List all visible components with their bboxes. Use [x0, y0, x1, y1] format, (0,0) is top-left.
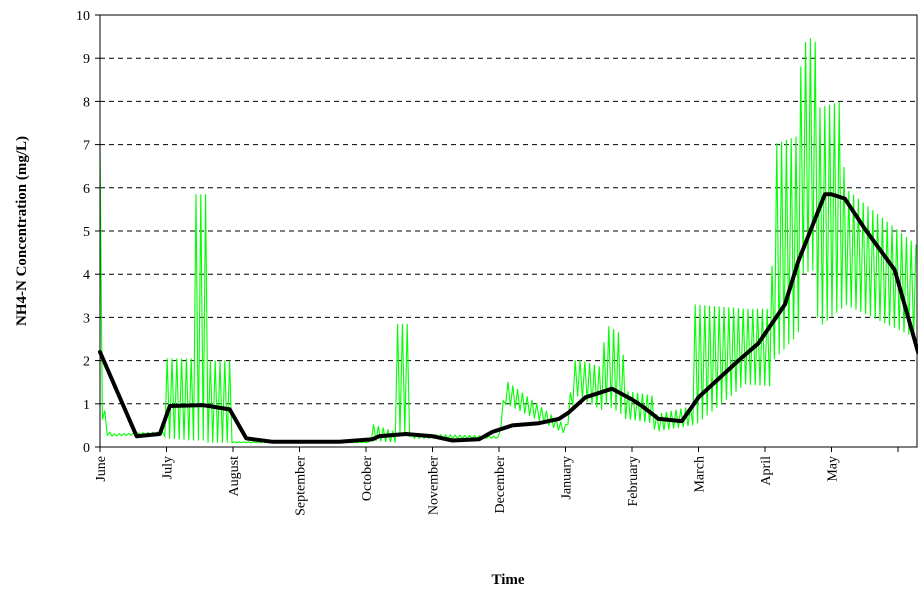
green-series	[99, 38, 917, 444]
x-tick-label: March	[693, 456, 708, 493]
x-tick-label: April	[759, 456, 774, 486]
x-tick-label: June	[94, 456, 109, 482]
x-tick-label: January	[560, 456, 575, 500]
y-tick-label: 5	[83, 225, 90, 240]
y-tick-label: 1	[83, 398, 90, 413]
y-tick-label: 8	[83, 95, 90, 110]
y-tick-label: 0	[83, 441, 90, 456]
y-tick-label: 3	[83, 311, 90, 326]
black-average-line	[98, 192, 918, 444]
y-tick-label: 2	[83, 355, 90, 370]
green-oscillation-line	[99, 38, 917, 444]
x-tick-label: February	[626, 456, 641, 507]
x-axis-ticks: June July August September October November De…	[94, 447, 899, 516]
x-tick-label: July	[161, 456, 176, 479]
x-axis-title: Time	[491, 572, 524, 588]
y-axis-title: NH4-N Concentration (mg/L)	[14, 136, 30, 326]
y-tick-label: 6	[83, 182, 90, 197]
x-tick-label: May	[826, 456, 841, 482]
x-tick-label: December	[493, 456, 508, 514]
x-tick-label: November	[427, 456, 442, 515]
black-series	[98, 192, 918, 444]
y-tick-label: 9	[83, 52, 90, 67]
y-tick-label: 10	[76, 9, 90, 24]
gridlines	[100, 57, 917, 405]
y-tick-label: 4	[83, 268, 90, 283]
x-tick-label: October	[360, 456, 375, 501]
x-tick-label: August	[227, 456, 242, 497]
y-axis-ticks: 0 1 2 3 4 5 6 7 8 9 10	[76, 9, 100, 456]
y-tick-label: 7	[83, 139, 90, 154]
x-tick-label: September	[294, 456, 309, 516]
